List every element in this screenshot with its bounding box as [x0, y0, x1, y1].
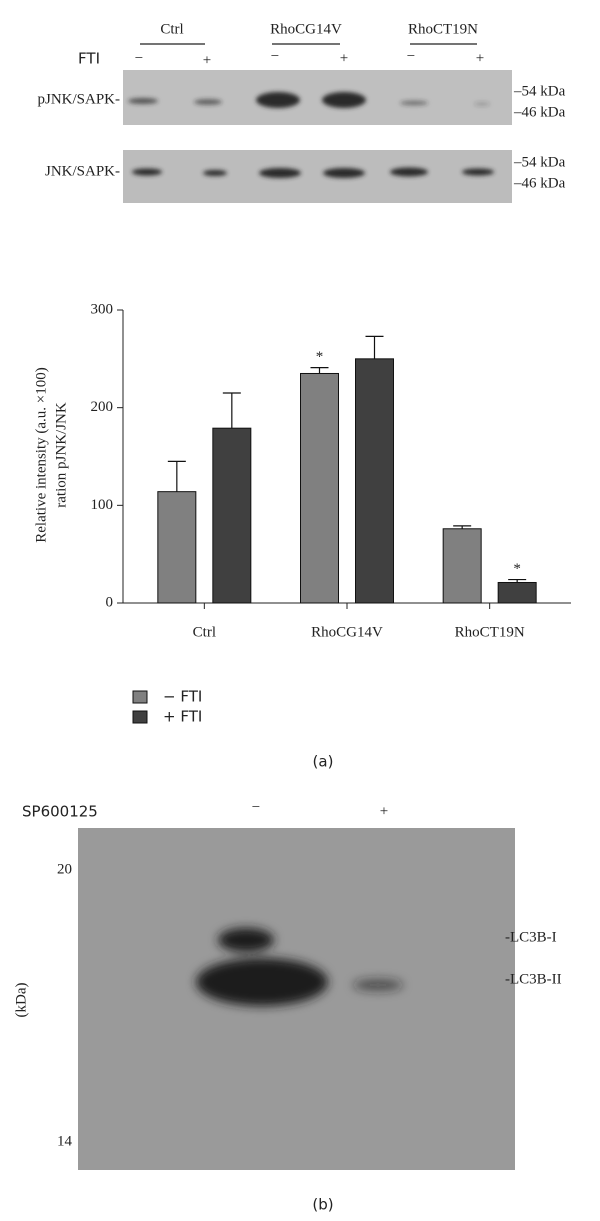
marker: –46 kDa	[513, 104, 566, 120]
sign: +	[203, 52, 211, 68]
band-label: -LC3B-II	[505, 971, 562, 987]
error-bar	[508, 578, 527, 583]
marker: –54 kDa	[513, 83, 566, 99]
treatment-label: SP600125	[22, 803, 98, 821]
x-tick-label: RhoCT19N	[455, 624, 525, 640]
bands	[196, 928, 403, 1006]
bands	[128, 92, 490, 108]
treatment-label: FTI	[78, 50, 100, 68]
bar	[355, 358, 394, 604]
y-axis-label: Relative intensity (a.u. ×100)	[33, 367, 49, 543]
group-label: Ctrl	[160, 21, 183, 37]
blot	[123, 70, 512, 125]
y-tick-label: 200	[91, 399, 114, 415]
row-label: pJNK/SAPK-	[37, 91, 120, 107]
error-bar	[222, 392, 241, 429]
error-bar	[310, 367, 329, 374]
mw-label: 20	[57, 861, 72, 877]
error-bar	[365, 335, 384, 359]
group-label: RhoCT19N	[408, 21, 478, 37]
sign: +	[340, 50, 348, 66]
error-bar	[167, 460, 186, 492]
error-bar	[453, 525, 472, 529]
y-tick-label: 100	[91, 497, 114, 513]
x-tick-label: RhoCG14V	[311, 624, 383, 640]
row-label: JNK/SAPK-	[45, 163, 120, 179]
bar-chart: Relative intensity (a.u. ×100) ration pJ…	[33, 301, 571, 726]
blot	[123, 150, 512, 203]
marker: –54 kDa	[513, 154, 566, 170]
bar	[212, 427, 252, 604]
legend-label: + FTI	[163, 708, 202, 726]
mw-unit: (kDa)	[13, 983, 29, 1018]
bar	[442, 528, 482, 604]
y-tick-label: 300	[91, 301, 114, 317]
significance-mark: *	[513, 561, 521, 577]
sign: +	[380, 803, 388, 819]
bar	[497, 581, 537, 604]
bar	[300, 372, 339, 604]
mw-label: 14	[57, 1133, 73, 1149]
y-axis-label: ration pJNK/JNK	[53, 402, 69, 508]
sign: −	[407, 48, 415, 64]
y-tick-label: 0	[106, 594, 114, 610]
significance-mark: *	[316, 349, 324, 365]
x-tick-label: Ctrl	[193, 624, 216, 640]
panel-label: (b)	[312, 1196, 333, 1214]
sign: −	[135, 50, 143, 66]
legend-swatch	[132, 690, 148, 704]
group-label: RhoCG14V	[270, 21, 342, 37]
sign: −	[271, 48, 279, 64]
legend-swatch	[132, 710, 148, 724]
panel-label: (a)	[313, 753, 334, 771]
bands	[132, 167, 494, 178]
band-label: -LC3B-I	[505, 929, 557, 945]
legend-label: − FTI	[163, 688, 202, 706]
bar	[157, 491, 197, 604]
sign: −	[252, 799, 260, 815]
marker: –46 kDa	[513, 175, 566, 191]
sign: +	[476, 50, 484, 66]
